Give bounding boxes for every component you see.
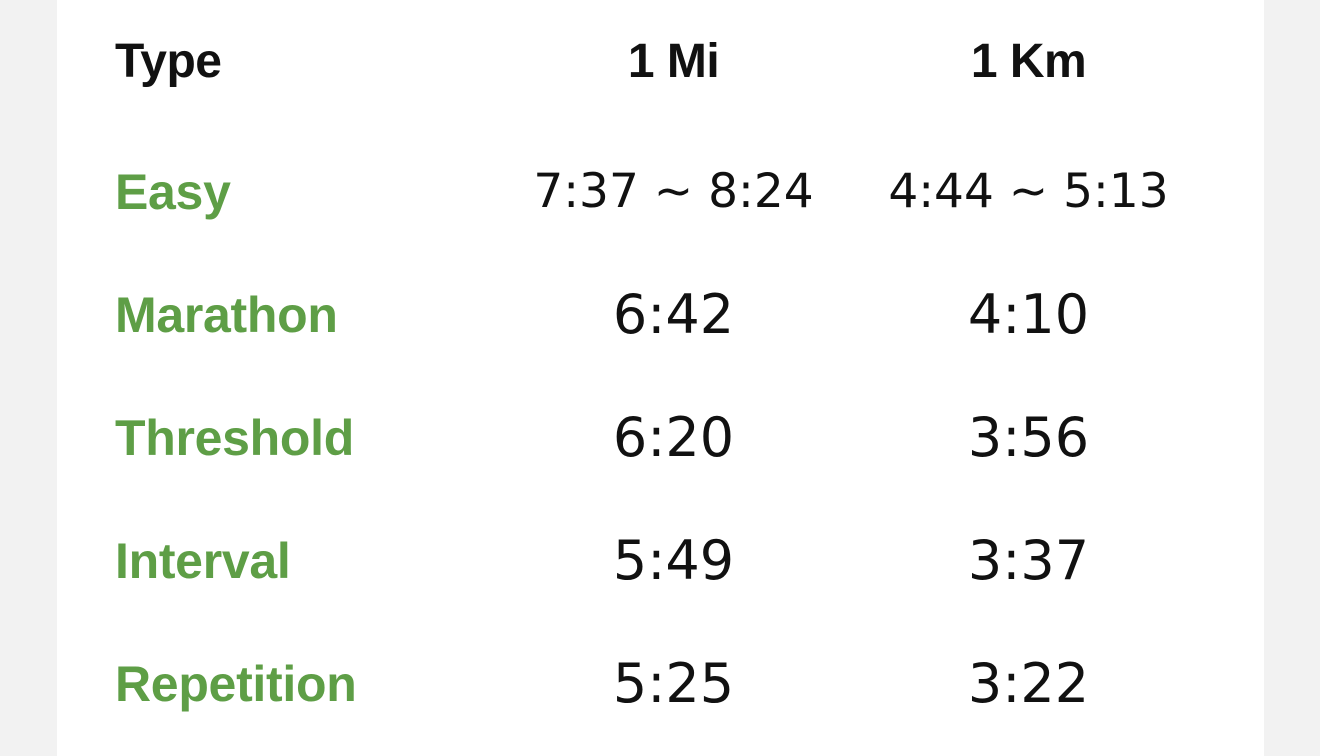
- column-header-mile: 1 Mi: [627, 35, 720, 88]
- pace-per-mile: 6:20: [612, 406, 735, 469]
- table-row: Marathon 6:42 4:10: [57, 265, 1264, 365]
- pace-per-km: 3:56: [967, 406, 1090, 469]
- pace-table: Type 1 Mi 1 Km Easy 7:37 ~ 8:24 4:44 ~ 5…: [57, 0, 1264, 756]
- pace-per-mile: 5:49: [612, 529, 735, 592]
- column-header-type: Type: [115, 35, 222, 88]
- pace-type-label: Repetition: [115, 656, 357, 712]
- table-row: Interval 5:49 3:37: [57, 511, 1264, 611]
- table-header-row: Type 1 Mi 1 Km: [57, 12, 1264, 112]
- table-row: Easy 7:37 ~ 8:24 4:44 ~ 5:13: [57, 142, 1264, 242]
- pace-per-mile: 6:42: [612, 283, 735, 346]
- column-header-km: 1 Km: [970, 35, 1087, 88]
- pace-per-mile: 7:37 ~ 8:24: [533, 164, 814, 219]
- pace-per-km: 4:44 ~ 5:13: [888, 164, 1169, 219]
- pace-per-km: 3:37: [967, 529, 1090, 592]
- pace-per-km: 3:22: [967, 652, 1090, 715]
- pace-per-km: 4:10: [967, 283, 1090, 346]
- table-row: Repetition 5:25 3:22: [57, 634, 1264, 734]
- pace-type-label: Easy: [115, 164, 231, 220]
- pace-type-label: Marathon: [115, 287, 338, 343]
- pace-type-label: Threshold: [115, 410, 354, 466]
- pace-type-label: Interval: [115, 533, 291, 589]
- table-row: Threshold 6:20 3:56: [57, 388, 1264, 488]
- pace-per-mile: 5:25: [612, 652, 735, 715]
